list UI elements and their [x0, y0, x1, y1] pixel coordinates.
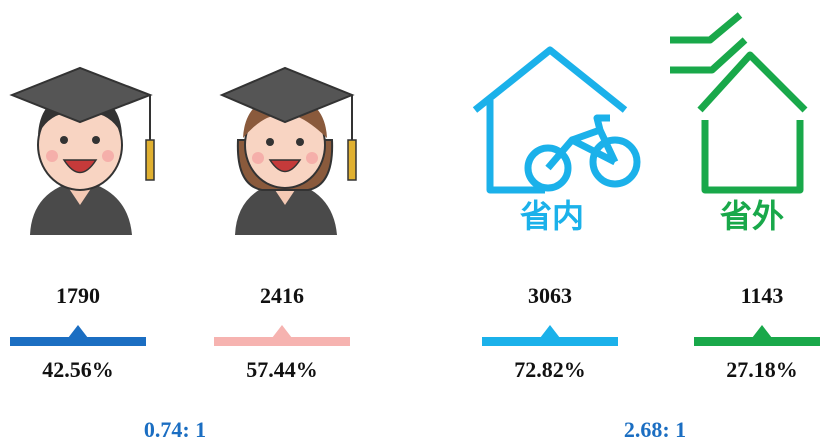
marker-arrow	[272, 325, 292, 338]
percent: 57.44%	[246, 357, 318, 382]
count: 1790	[56, 283, 100, 308]
group-label: 省内	[520, 197, 584, 235]
count: 1143	[741, 283, 784, 308]
marker-bar	[694, 337, 820, 346]
percent: 72.82%	[514, 357, 586, 382]
marker-arrow	[68, 325, 88, 338]
count: 2416	[260, 283, 304, 308]
home-province-icon	[472, 46, 641, 194]
count: 3063	[528, 283, 572, 308]
marker-arrow	[540, 325, 560, 338]
percent: 27.18%	[726, 357, 798, 382]
female-graduate-icon	[219, 66, 357, 235]
marker-bar	[10, 337, 146, 346]
percent: 42.56%	[42, 357, 114, 382]
group-label: 省外	[720, 197, 784, 235]
male-graduate-icon	[9, 66, 155, 235]
ratio: 2.68: 1	[624, 417, 686, 442]
ratio: 0.74: 1	[144, 417, 206, 442]
other-province-icon	[670, 12, 808, 194]
marker-bar	[214, 337, 350, 346]
marker-bar	[482, 337, 618, 346]
marker-arrow	[752, 325, 772, 338]
